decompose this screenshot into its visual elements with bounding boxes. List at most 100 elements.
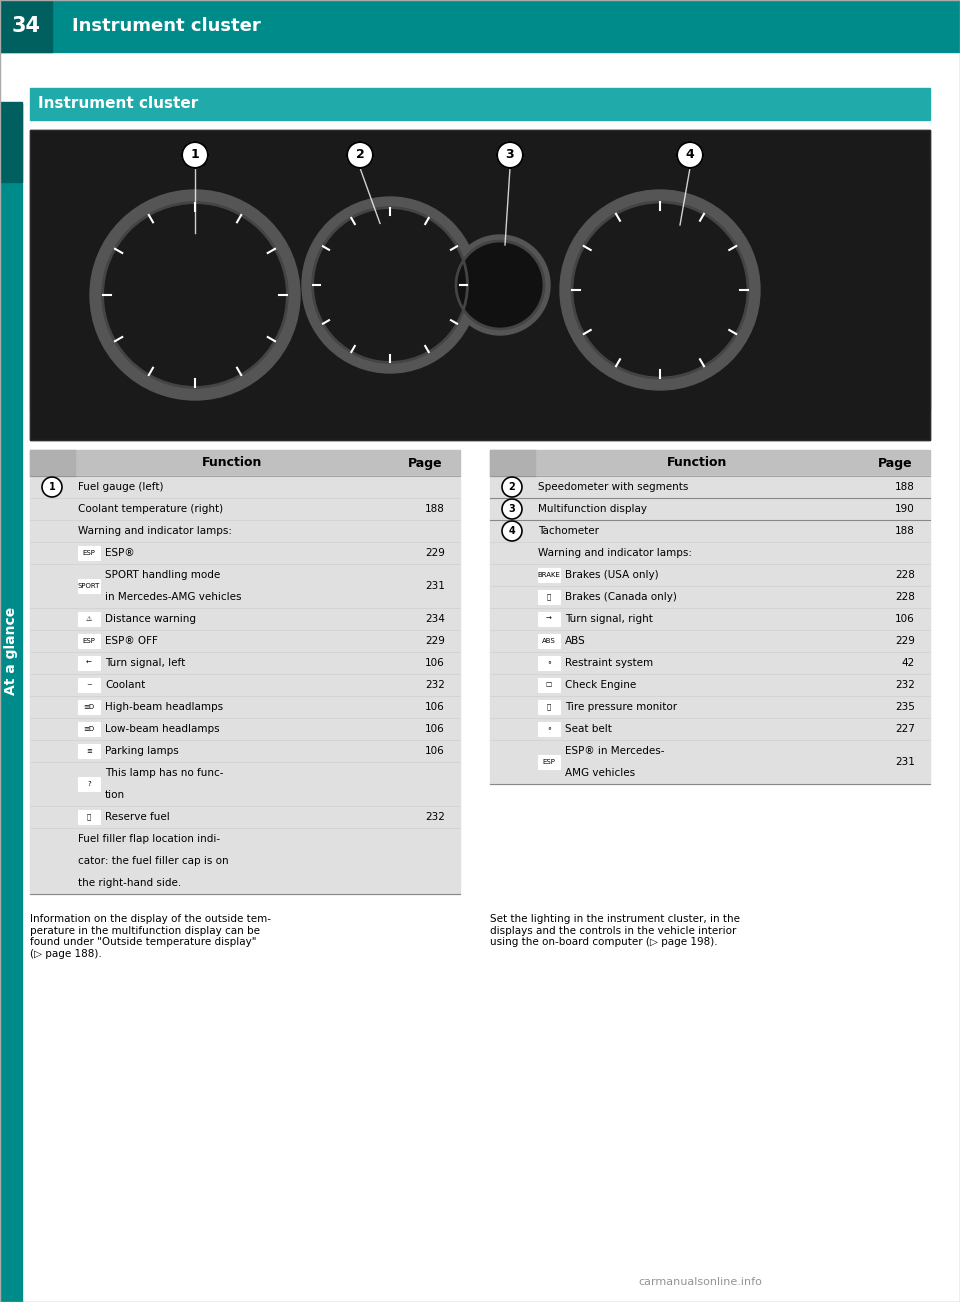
Text: 190: 190 [896,504,915,514]
Text: 231: 231 [425,581,445,591]
Bar [78,546,100,560]
Bar [30,717,460,740]
Bar [30,564,460,608]
Text: Restraint system: Restraint system [565,658,653,668]
Bar [490,740,930,784]
Text: High-beam headlamps: High-beam headlamps [105,702,223,712]
Text: Ⓞ: Ⓞ [547,594,551,600]
Bar [490,542,930,564]
Text: carmanualsonline.info: carmanualsonline.info [638,1277,762,1286]
Text: tion: tion [105,790,125,799]
Text: 228: 228 [895,592,915,602]
Bar [538,678,560,691]
Text: Function: Function [203,457,263,470]
Text: ≡D: ≡D [84,727,95,732]
Bar [490,564,930,586]
Text: 34: 34 [12,16,40,36]
Bar [78,700,100,713]
Text: 4: 4 [685,148,694,161]
Bar [78,656,100,671]
Bar [30,450,460,477]
Text: 1: 1 [49,482,56,492]
Circle shape [313,207,468,362]
Bar [30,89,930,120]
Bar [30,652,460,674]
Text: 106: 106 [425,746,445,756]
Bar [30,697,460,717]
Text: Fuel filler flap location indi-: Fuel filler flap location indi- [78,835,220,844]
Bar [538,723,560,736]
Text: 235: 235 [895,702,915,712]
Text: ESP: ESP [83,549,95,556]
Text: Fuel gauge (left): Fuel gauge (left) [78,482,163,492]
Text: 228: 228 [895,570,915,579]
Text: 2: 2 [355,148,365,161]
Text: Instrument cluster: Instrument cluster [72,17,261,35]
Text: 3: 3 [506,148,515,161]
Text: ←: ← [86,660,92,667]
Text: Brakes (Canada only): Brakes (Canada only) [565,592,677,602]
Text: SPORT: SPORT [78,583,100,589]
Text: ESP®: ESP® [105,548,134,559]
Bar [30,519,460,542]
Text: Tachometer: Tachometer [538,526,599,536]
Text: At a glance: At a glance [4,607,18,695]
Bar [538,755,560,769]
Circle shape [502,521,522,542]
Bar [490,717,930,740]
Text: Parking lamps: Parking lamps [105,746,179,756]
Bar [78,777,100,792]
Text: cator: the fuel filler cap is on: cator: the fuel filler cap is on [78,855,228,866]
Bar [30,740,460,762]
Text: 1: 1 [191,148,200,161]
Text: 234: 234 [425,615,445,624]
Text: 229: 229 [425,635,445,646]
Bar [0,104,22,1302]
Bar [30,542,460,564]
Text: 229: 229 [895,635,915,646]
Circle shape [560,190,760,391]
Circle shape [302,197,478,372]
Text: Warning and indicator lamps:: Warning and indicator lamps: [538,548,692,559]
Bar [30,762,460,806]
Circle shape [497,142,523,168]
Text: ☐: ☐ [546,682,552,687]
Text: Turn signal, right: Turn signal, right [565,615,653,624]
Text: Check Engine: Check Engine [565,680,636,690]
Text: Instrument cluster: Instrument cluster [38,96,199,112]
Text: 188: 188 [425,504,445,514]
Text: 232: 232 [425,812,445,822]
Text: ABS: ABS [542,638,556,644]
Text: the right-hand side.: the right-hand side. [78,878,181,888]
Bar [78,612,100,626]
Text: Page: Page [877,457,912,470]
Text: Brakes (USA only): Brakes (USA only) [565,570,659,579]
Bar [30,130,930,440]
Circle shape [572,202,748,378]
Bar [538,612,560,626]
Bar [538,700,560,713]
Text: Set the lighting in the instrument cluster, in the
displays and the controls in : Set the lighting in the instrument clust… [490,914,740,947]
Text: ≡D: ≡D [84,704,95,710]
Circle shape [502,499,522,519]
Bar [78,579,100,592]
Bar [30,477,460,497]
Text: Information on the display of the outside tem-
perature in the multifunction dis: Information on the display of the outsid… [30,914,271,958]
Text: Reserve fuel: Reserve fuel [105,812,170,822]
Text: Coolant: Coolant [105,680,145,690]
Circle shape [456,241,544,329]
Text: 2: 2 [509,482,516,492]
Text: ESP: ESP [542,759,556,766]
Bar [30,608,460,630]
Bar [78,723,100,736]
Text: Distance warning: Distance warning [105,615,196,624]
Bar [490,674,930,697]
Text: 4: 4 [509,526,516,536]
Circle shape [502,477,522,497]
Bar [490,652,930,674]
Text: ⚬: ⚬ [546,660,552,667]
Bar [30,497,460,519]
Bar [490,497,930,519]
Text: 106: 106 [425,724,445,734]
Text: ⚬: ⚬ [546,727,552,732]
